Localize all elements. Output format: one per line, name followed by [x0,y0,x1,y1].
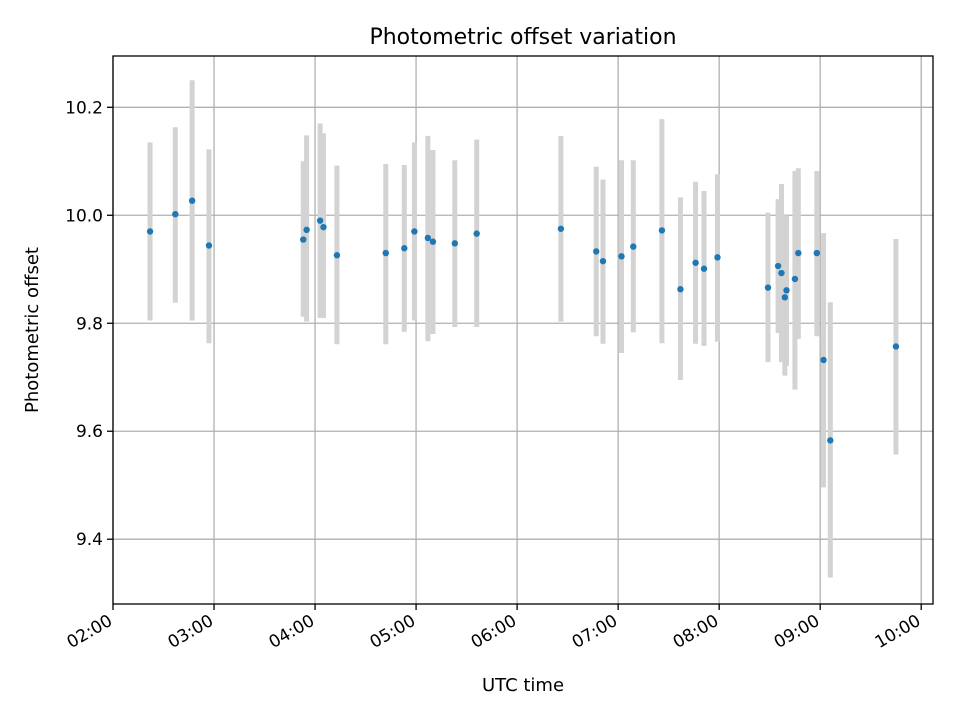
data-point [774,262,782,270]
data-point [820,356,827,364]
y-tick-label: 9.6 [76,422,103,442]
data-point [320,223,327,231]
data-point [401,245,408,252]
x-tick-label: 10:00 [872,611,924,653]
data-point [783,287,790,294]
data-point [764,284,772,291]
data-points [146,197,900,444]
x-tick-label: 05:00 [367,611,419,653]
data-point [658,227,666,234]
x-axis-label: UTC time [482,675,564,696]
data-point [700,265,708,272]
data-point [473,230,480,237]
data-point [781,294,789,301]
x-tick-label: 04:00 [266,611,318,653]
data-point [205,242,213,249]
data-point [188,197,196,204]
data-point [599,257,607,265]
data-point [333,252,341,259]
data-point [677,286,684,293]
y-axis-ticks: 9.4 9.6 9.8 10.0 10.2 [65,98,113,550]
data-point [778,269,785,277]
y-axis-label: Photometric offset [22,247,43,413]
data-point [692,259,699,266]
data-point [827,437,834,444]
data-point [316,217,324,224]
y-tick-label: 9.4 [76,530,103,550]
data-point [451,240,459,247]
data-point [429,238,437,245]
x-axis-ticks: 02:00 03:00 04:00 05:00 06:00 07:00 08:00 09:00… [64,604,924,653]
x-tick-label: 08:00 [670,611,722,653]
x-tick-label: 07:00 [569,611,621,653]
data-point [382,249,389,257]
data-point [424,234,432,242]
data-point [795,249,802,257]
chart-title: Photometric offset variation [369,25,676,50]
data-point [813,249,821,257]
y-tick-label: 9.8 [76,314,103,334]
data-point [791,275,799,283]
data-point [593,248,600,255]
data-point [714,254,721,261]
data-point [303,226,310,234]
data-point [618,253,625,260]
data-point [300,236,307,243]
x-tick-label: 02:00 [64,611,116,653]
grid-lines [112,56,933,604]
x-tick-label: 09:00 [771,611,823,653]
x-tick-label: 03:00 [165,611,217,653]
data-point [892,343,900,350]
data-point [146,228,154,235]
data-point [411,228,418,235]
error-bars [147,80,899,578]
y-tick-label: 10.0 [65,206,103,226]
data-point [172,210,179,218]
data-point [557,225,565,232]
data-point [630,243,637,250]
x-tick-label: 06:00 [468,611,520,653]
plot-frame [112,55,934,605]
y-tick-label: 10.2 [65,98,103,118]
